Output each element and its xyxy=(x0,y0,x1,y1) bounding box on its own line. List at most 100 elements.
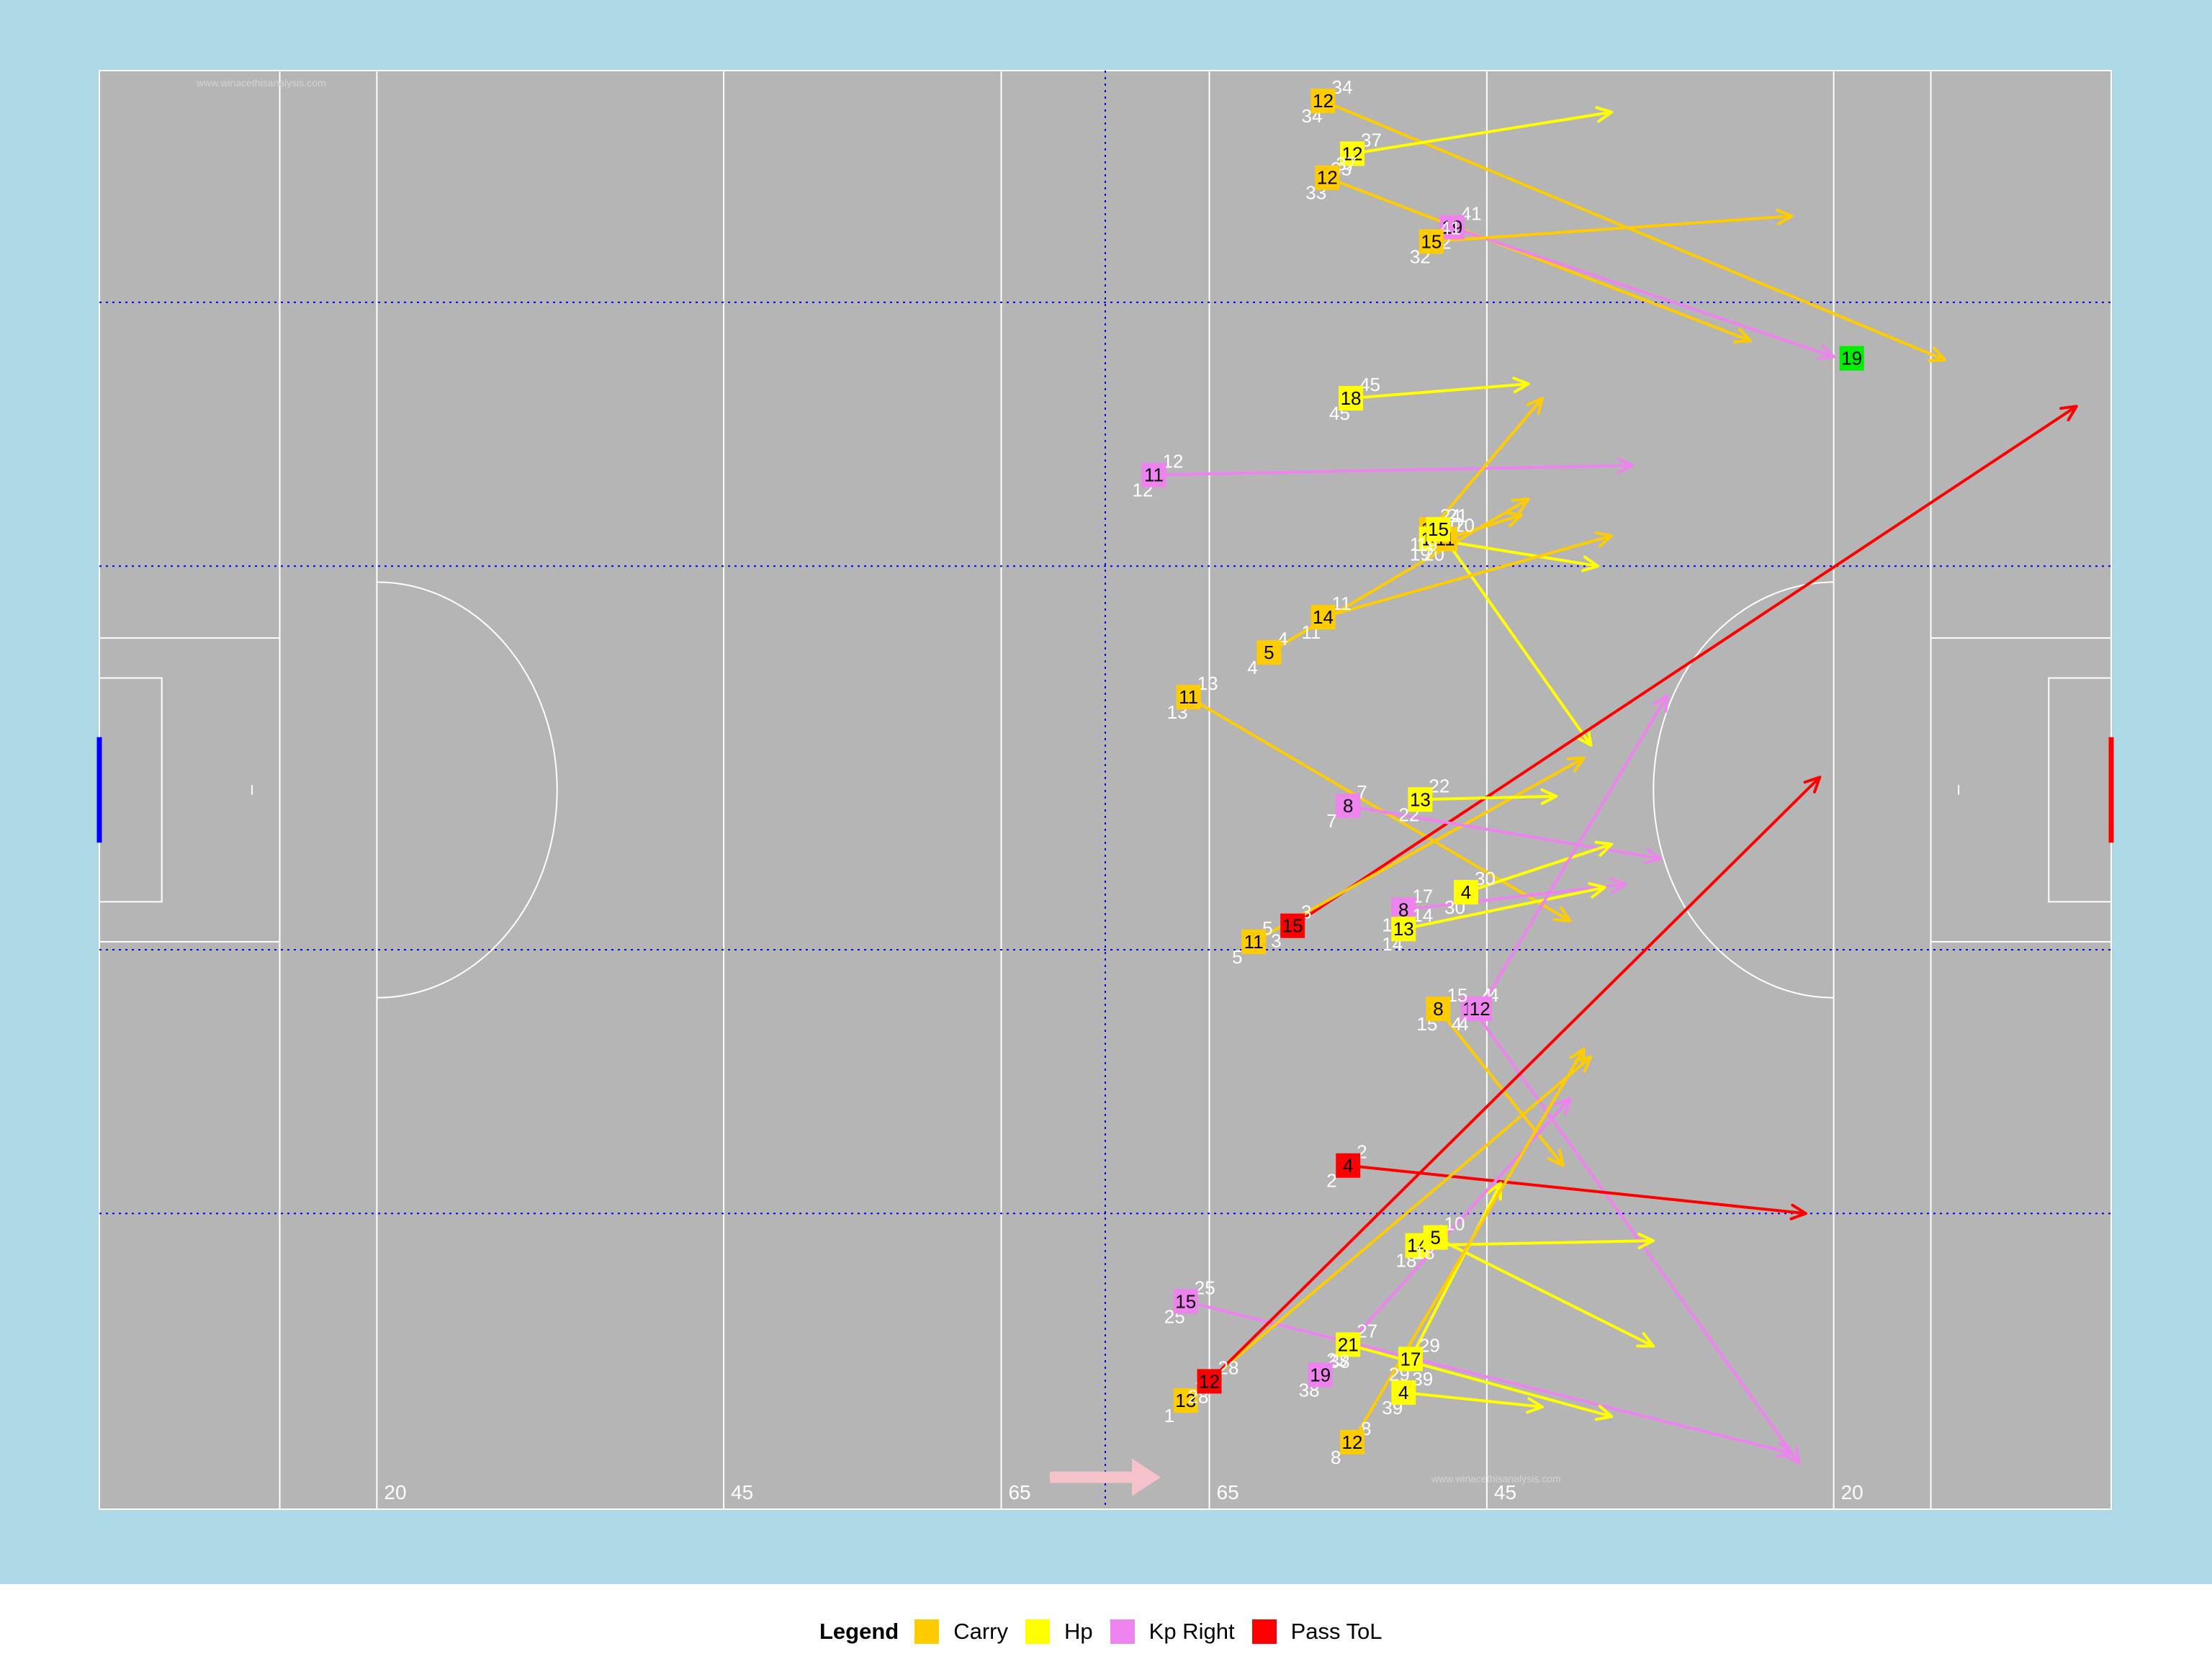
event-player-number: 13 xyxy=(1175,1390,1196,1411)
event-arrow-head xyxy=(1636,1332,1655,1348)
target-player-box xyxy=(1839,346,1864,371)
event-arrow-head xyxy=(1552,906,1572,923)
event-player-box xyxy=(1408,787,1433,812)
watermark: www.winacethisanalysis.com xyxy=(196,77,326,89)
event-arrow-head xyxy=(1574,1055,1593,1073)
event-arrow-head xyxy=(1526,397,1544,415)
pitch-distance-label: 65 xyxy=(1217,1481,1239,1503)
event-player-number: 21 xyxy=(1338,1334,1359,1355)
event-index-label: 2 xyxy=(1326,1170,1336,1192)
event-player-box xyxy=(1310,89,1336,114)
direction-arrow-head xyxy=(1132,1458,1161,1496)
event-arrow-head xyxy=(1594,531,1614,548)
event-player-box xyxy=(1141,462,1166,487)
pitch-distance-label: 45 xyxy=(731,1481,753,1503)
event-arrow-head xyxy=(1609,877,1627,894)
event-player-number: 13 xyxy=(1393,918,1414,940)
event-player-number: 4 xyxy=(1343,1155,1353,1177)
event-arrow xyxy=(1154,464,1633,477)
event-arrow-head xyxy=(1512,377,1530,394)
event-arrow-head xyxy=(1581,555,1600,572)
event-player-box xyxy=(1439,215,1465,240)
pitch-distance-label: 65 xyxy=(1008,1481,1030,1503)
event-arrow xyxy=(1472,1007,1801,1464)
event-player-number: 8 xyxy=(1433,998,1443,1020)
event-player-box xyxy=(1339,1429,1364,1455)
event-arrow xyxy=(1185,1300,1793,1455)
watermark: www.winacethisanalysis.com xyxy=(1431,1473,1561,1484)
event-arrow xyxy=(1434,1236,1655,1348)
event-player-number: 4 xyxy=(1461,881,1471,903)
event-player-box xyxy=(1391,1380,1416,1405)
event-arrow xyxy=(1350,382,1529,400)
event-arrow-head xyxy=(1789,1203,1808,1220)
event-arrow xyxy=(1409,1182,1502,1360)
events: 3434123733123733124132194132154545181212… xyxy=(1132,76,2078,1468)
event-arrow-head xyxy=(1511,497,1530,514)
event-arrow xyxy=(1431,215,1792,243)
event-player-box xyxy=(1256,640,1282,665)
left-arc xyxy=(377,581,558,999)
event-player-number: 12 xyxy=(1470,998,1491,1020)
event-player-box xyxy=(1339,386,1364,411)
event-player-number: 19 xyxy=(1310,1364,1331,1386)
event-player-number: 8 xyxy=(1343,795,1353,817)
pitch-distance-label: 20 xyxy=(384,1481,406,1503)
event-player-number: 11 xyxy=(1244,931,1264,953)
pitch: 20 45 65 65 45 20www.winacethisanalysis.comww… xyxy=(96,70,2114,1510)
event-arrow-head xyxy=(1637,1232,1655,1250)
event-arrow-head xyxy=(1816,343,1835,361)
target-player-number: 19 xyxy=(1841,348,1862,369)
event-arrow-head xyxy=(1594,1404,1614,1421)
pitch-distance-label: 20 xyxy=(1841,1481,1863,1503)
legend-key-pass-tol xyxy=(1251,1619,1277,1644)
pitch-distance-label: 45 xyxy=(1494,1481,1516,1503)
event-arrow xyxy=(1430,397,1544,531)
event-player-box xyxy=(1453,880,1478,905)
event-arrow xyxy=(1465,842,1612,894)
event-player-box xyxy=(1339,141,1364,166)
event-arrow xyxy=(1347,1343,1612,1419)
event-player-box xyxy=(1315,165,1340,190)
event-arrow xyxy=(1347,804,1661,860)
event-player-number: 15 xyxy=(1421,231,1442,253)
event-arrow xyxy=(1431,537,1599,568)
event-player-number: 12 xyxy=(1199,1370,1220,1392)
event-arrow xyxy=(1208,775,1821,1382)
event-player-box xyxy=(1280,913,1305,938)
event-arrow-head xyxy=(2059,405,2078,422)
event-arrow xyxy=(1322,534,1612,619)
event-player-number: 5 xyxy=(1430,1227,1440,1249)
event-player-number: 12 xyxy=(1313,90,1334,112)
event-index-label: 3 xyxy=(1271,930,1281,952)
event-arrow xyxy=(1478,694,1669,1010)
event-player-box xyxy=(1426,997,1451,1022)
event-index-label: 1 xyxy=(1164,1405,1174,1426)
event-arrow-head xyxy=(1547,1148,1565,1167)
event-player-number: 12 xyxy=(1342,1431,1363,1453)
event-player-number: 11 xyxy=(1144,464,1164,486)
event-arrow xyxy=(1351,1048,1586,1443)
event-arrow xyxy=(1292,405,2077,927)
event-index-label: 4 xyxy=(1452,1013,1462,1035)
event-arrow xyxy=(1417,1239,1654,1247)
legend-label-hp: Hp xyxy=(1064,1619,1093,1644)
event-arrow-head xyxy=(1540,788,1558,805)
event-player-box xyxy=(1426,517,1451,542)
event-player-box xyxy=(1173,1388,1198,1413)
event-index-label: 4 xyxy=(1458,1013,1468,1035)
legend-key-hp xyxy=(1025,1619,1051,1644)
event-arrow-head xyxy=(1803,775,1822,793)
event-player-number: 13 xyxy=(1410,788,1431,810)
event-player-box xyxy=(1419,229,1444,254)
event-player-number: 4 xyxy=(1398,1382,1408,1403)
event-arrow xyxy=(1352,110,1612,156)
event-player-number: 17 xyxy=(1400,1348,1421,1370)
event-player-number: 19 xyxy=(1442,217,1462,238)
event-arrow-head xyxy=(1784,1445,1801,1465)
legend-title: Legend xyxy=(819,1619,899,1644)
event-arrow-head xyxy=(1569,1047,1586,1066)
event-player-box xyxy=(1197,1369,1222,1394)
event-arrow-head xyxy=(1566,756,1586,773)
